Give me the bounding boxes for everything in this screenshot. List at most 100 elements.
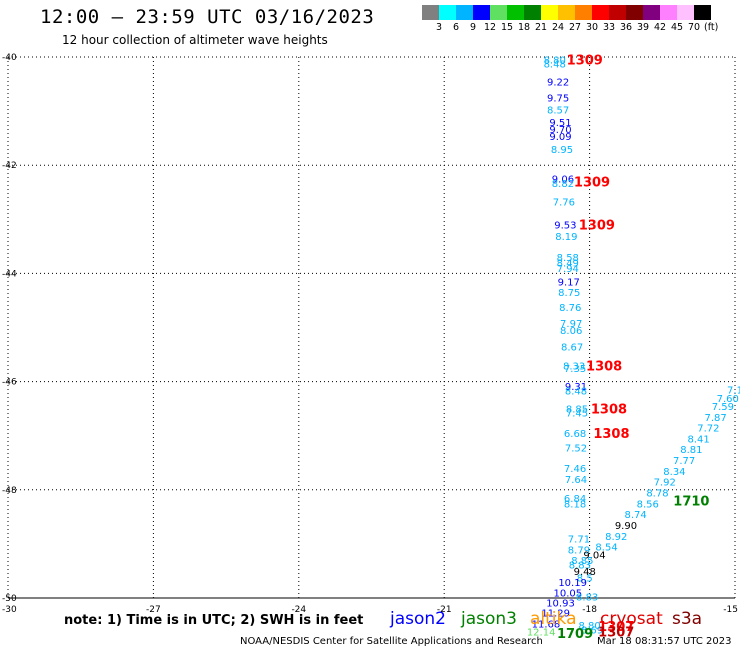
color-scale-label: 3 [435, 22, 443, 33]
wave-height-value: 9.48 [574, 567, 596, 578]
wave-height-value: 9.51 [549, 118, 571, 129]
satellite-legend-jason2: jason2 [390, 609, 446, 629]
color-scale-swatch [575, 5, 592, 20]
wave-height-value: 7.72 [697, 424, 719, 435]
color-scale-swatch [558, 5, 575, 20]
lon-tick-label: -15 [723, 605, 738, 615]
color-scale-label: 70 [687, 22, 701, 33]
color-scale-label: 18 [517, 22, 531, 33]
wave-height-value: 7.35 [564, 364, 586, 375]
wave-height-value: 9.53 [554, 221, 576, 232]
page-subtitle: 12 hour collection of altimeter wave hei… [62, 33, 328, 47]
lon-tick-label: -21 [437, 605, 452, 615]
wave-height-value: 10.05 [553, 589, 582, 600]
color-scale-swatch [626, 5, 643, 20]
wave-height-value: 7.46 [564, 464, 586, 475]
color-scale-swatch [660, 5, 677, 20]
wave-height-value: 8.75 [558, 288, 580, 299]
wave-height-value: 8.76 [559, 303, 581, 314]
wave-height-value: 8.81 [680, 445, 702, 456]
wave-height-value: 7.64 [565, 475, 587, 486]
color-scale-swatch [490, 5, 507, 20]
wave-height-value: 8.83 [569, 560, 591, 571]
lon-tick-label: -24 [291, 605, 306, 615]
color-scale-label: 15 [500, 22, 514, 33]
wave-height-value: 7.52 [565, 444, 587, 455]
wave-height-value: 8.06 [560, 326, 582, 337]
color-scale-label: 27 [568, 22, 582, 33]
wave-height-value: 8.80 [578, 621, 600, 632]
wave-height-value: 11.29 [541, 609, 570, 620]
wave-height-value: 11.68 [532, 619, 561, 630]
wave-height-value: 8.85 [571, 556, 593, 567]
satellite-legend-jason3: jason3 [461, 609, 517, 629]
wave-height-value: 8.5 [577, 573, 593, 584]
footer-timestamp: Mar 18 08:31:57 UTC 2023 [597, 636, 732, 647]
color-scale-label: 12 [483, 22, 497, 33]
wave-height-value: 8.92 [605, 532, 627, 543]
wave-height-value: 9.09 [549, 132, 571, 143]
lat-tick-label: -48 [2, 486, 17, 496]
wave-height-value: 8.85 [566, 405, 588, 416]
pass-time-label: 1307 [598, 620, 634, 635]
wave-height-value: 7.71 [568, 534, 590, 545]
wave-height-value: 7.60 [717, 394, 739, 405]
color-scale-label: 30 [585, 22, 599, 33]
wave-height-value: 7.94 [557, 264, 579, 275]
color-scale-label: 24 [551, 22, 565, 33]
wave-height-value: 8.69 [581, 625, 603, 636]
wave-height-value: 8.54 [595, 543, 617, 554]
wave-height-value: 8.41 [688, 434, 710, 445]
wave-height-value: 8.95 [551, 145, 573, 156]
wave-height-value: 8.80 [544, 56, 566, 67]
wave-height-value: 8.57 [547, 105, 569, 116]
color-scale-label: 42 [653, 22, 667, 33]
wave-height-value: 8.58 [557, 253, 579, 264]
wave-height-value: 7.1 [727, 386, 740, 397]
wave-height-value: 9.90 [615, 521, 637, 532]
color-scale-swatch [592, 5, 609, 20]
wave-height-value: 7.97 [560, 319, 582, 330]
color-scale-swatch [677, 5, 694, 20]
pass-time-label: 1308 [591, 403, 627, 418]
wave-height-value: 8.82 [552, 179, 574, 190]
color-scale-swatch [456, 5, 473, 20]
wave-height-value: 8.19 [555, 232, 577, 243]
wave-height-value: 10.19 [558, 578, 587, 589]
pass-time-label: 1709 [557, 627, 593, 642]
wave-height-value: 8.56 [637, 499, 659, 510]
satellite-legend-altika: altika [530, 609, 577, 629]
wave-height-value: 8.79 [568, 545, 590, 556]
wave-height-value: 9.70 [549, 125, 571, 136]
map-note: note: 1) Time is in UTC; 2) SWH is in fe… [64, 613, 364, 628]
lat-tick-label: -50 [2, 594, 17, 604]
wave-height-value: 8.67 [561, 342, 583, 353]
color-scale-label: 39 [636, 22, 650, 33]
pass-time-label: 1309 [579, 219, 615, 234]
color-scale-swatch [439, 5, 456, 20]
wave-height-value: 8.48 [565, 386, 587, 397]
lat-tick-label: -44 [2, 269, 17, 279]
color-scale-swatch [541, 5, 558, 20]
color-scale-swatch [643, 5, 660, 20]
wave-height-value: 6.84 [564, 494, 586, 505]
pass-time-label: 1309 [567, 54, 603, 69]
color-scale-swatch [524, 5, 541, 20]
wave-height-value: 8.34 [663, 467, 685, 478]
color-scale-swatch [694, 5, 711, 20]
color-scale: 3 6 9 12 15 18 21 24 27 30 33 36 39 42 45 70 [422, 5, 732, 35]
wave-height-value: 8.18 [564, 499, 586, 510]
color-scale-swatches [422, 5, 711, 20]
wave-height-value: 9.75 [547, 94, 569, 105]
footer-credit: NOAA/NESDIS Center for Satellite Applica… [240, 636, 543, 647]
satellite-legend-s3a: s3a [672, 609, 703, 629]
wave-height-value: 7.77 [673, 456, 695, 467]
pass-time-label: 1308 [593, 427, 629, 442]
color-scale-label: 21 [534, 22, 548, 33]
color-scale-swatch [507, 5, 524, 20]
wave-height-value: 7.76 [553, 197, 575, 208]
wave-height-value: 8.33 [563, 361, 585, 372]
lon-tick-label: -27 [146, 605, 161, 615]
page-title: 12:00 – 23:59 UTC 03/16/2023 [40, 6, 375, 28]
